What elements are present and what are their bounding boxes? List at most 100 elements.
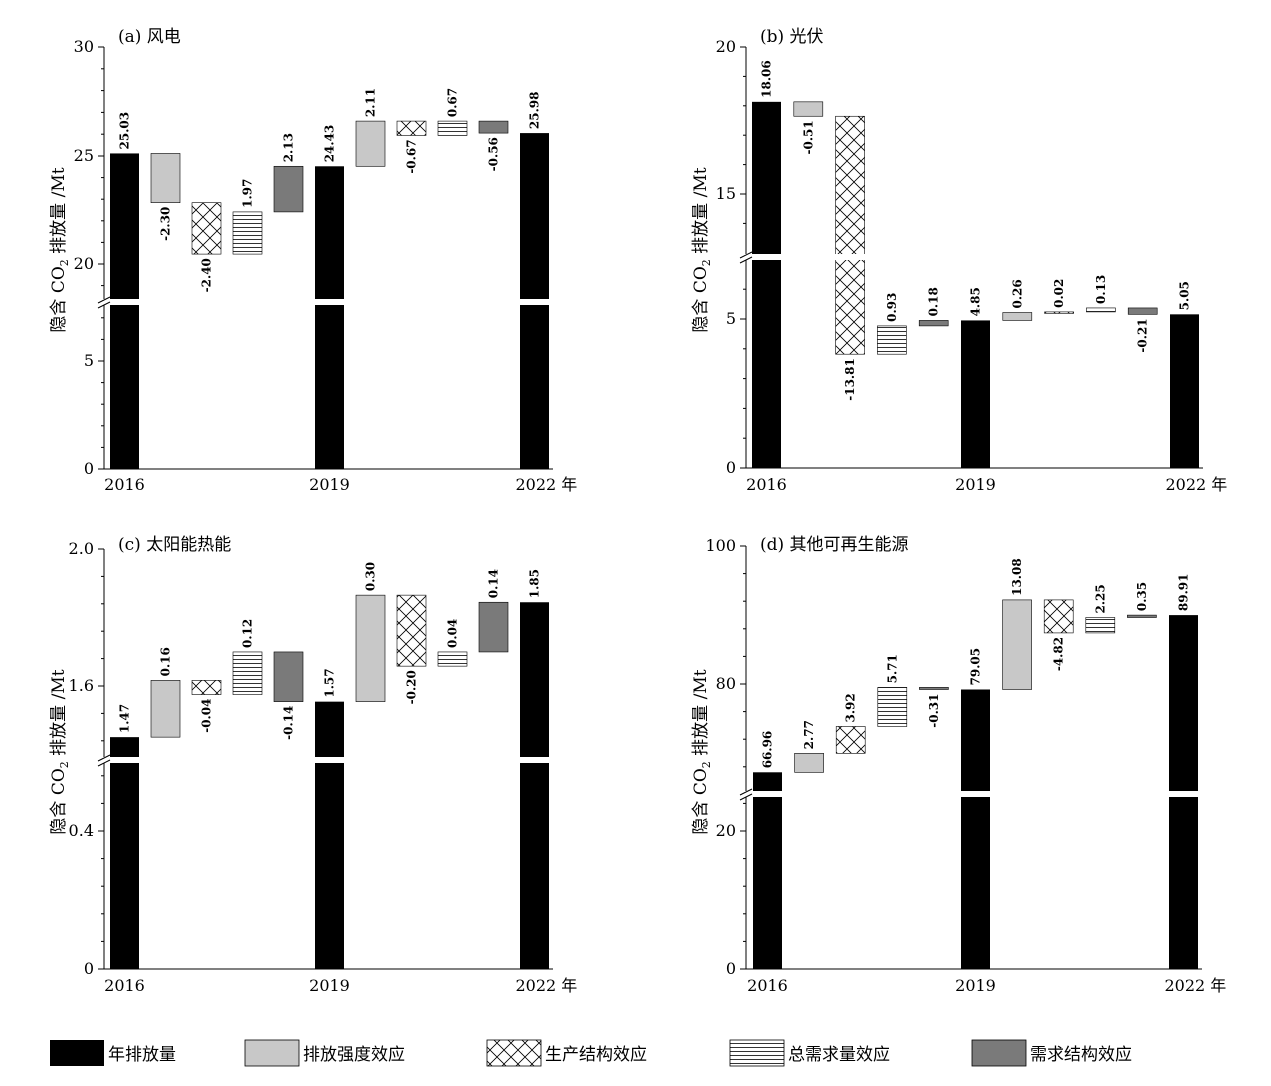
data-label: -0.14 xyxy=(282,706,296,740)
bar-production xyxy=(191,202,222,255)
y-tick-label: 5 xyxy=(84,351,94,370)
bar-intensity xyxy=(1002,599,1032,690)
data-label: -0.20 xyxy=(405,670,419,704)
bar-demand-total xyxy=(1086,307,1116,313)
bar-annual xyxy=(110,153,139,469)
x-tick-label: 2022 年 xyxy=(516,976,578,995)
data-label: 0.12 xyxy=(241,619,255,648)
bar-break-gap xyxy=(315,299,344,305)
bar-break-gap xyxy=(315,757,344,763)
x-tick-label: 2016 xyxy=(104,976,145,995)
data-label: 25.03 xyxy=(118,112,132,150)
panel-title: (d) 其他可再生能源 xyxy=(760,535,909,555)
axis-break-mark xyxy=(97,296,111,304)
legend-item-production: 生产结构效应 xyxy=(486,1039,647,1067)
legend-label: 生产结构效应 xyxy=(545,1045,647,1065)
axis-break-mark xyxy=(97,301,111,309)
bar-demand-total xyxy=(877,687,908,727)
bar-intensity xyxy=(355,594,386,702)
legend-item-intensity: 排放强度效应 xyxy=(244,1039,405,1067)
legend-item-demand-structure: 需求结构效应 xyxy=(971,1039,1132,1067)
panel-b: 0 5 15 20 18.06 -0.51 -13.81 0.93 0.18 4.85 0.26 0.… xyxy=(691,27,1227,494)
bar-intensity xyxy=(793,101,824,117)
axis-break-mark xyxy=(739,251,753,259)
bar-intensity xyxy=(794,753,824,773)
axis-break-mark xyxy=(739,793,753,801)
data-label: 1.97 xyxy=(241,179,255,208)
data-label: -0.67 xyxy=(405,139,419,173)
bar-annual xyxy=(1170,314,1199,468)
bar-break-gap xyxy=(752,254,781,260)
data-label: 1.47 xyxy=(118,704,132,733)
x-tick-label: 2022 年 xyxy=(516,475,578,494)
bars: 66.96 2.77 3.92 5.71 -0.31 79.05 13.08 -4.82 2.2… xyxy=(753,558,1198,969)
bar-break-gap xyxy=(110,757,139,763)
bar-production xyxy=(396,594,427,667)
x-tick-label: 2016 xyxy=(746,475,787,494)
bar-demand-structure xyxy=(273,165,304,213)
panel-d: 0 20 80 100 66.96 2.77 3.92 5.71 -0.31 79.05 13.08… xyxy=(691,535,1226,995)
y-tick-label: 0 xyxy=(726,458,736,477)
legend-swatch xyxy=(971,1039,1027,1067)
y-tick-label: 5 xyxy=(726,309,736,328)
data-label: -0.21 xyxy=(1136,318,1150,352)
bar-annual xyxy=(752,101,781,468)
data-label: 2.77 xyxy=(802,720,816,749)
y-axis-label: 隐含 CO2 排放量 /Mt xyxy=(49,167,71,332)
data-label: 0.26 xyxy=(1010,279,1024,308)
data-label: 1.57 xyxy=(323,668,337,697)
y-axis-label: 隐含 CO2 排放量 /Mt xyxy=(691,669,713,834)
bar-annual xyxy=(961,689,990,969)
bar-demand-structure xyxy=(478,120,509,134)
data-label: -0.31 xyxy=(927,693,941,727)
y-axis-label: 隐含 CO2 排放量 /Mt xyxy=(691,167,713,332)
panel-a: 0 5 20 25 30 25.03 -2.30 -2.40 1.97 2.13 24.43 2.11… xyxy=(49,27,577,494)
data-label: 0.14 xyxy=(487,569,501,598)
x-tick-label: 2016 xyxy=(747,976,788,995)
bar-demand-total xyxy=(437,651,468,667)
panel-c: 0 0.4 1.6 2.0 1.47 0.16 -0.04 0.12 -0.14 1.57 0.30… xyxy=(49,535,577,995)
bar-demand-structure xyxy=(1127,307,1158,315)
data-label: 1.85 xyxy=(528,569,542,598)
data-label: 2.25 xyxy=(1093,584,1107,613)
bar-annual xyxy=(961,320,990,468)
data-label: -0.04 xyxy=(200,699,214,733)
data-label: 0.16 xyxy=(159,647,173,676)
axis-break-mark xyxy=(739,788,753,796)
bar-annual xyxy=(315,166,344,469)
data-label: 2.11 xyxy=(364,88,378,117)
panel-title: (a) 风电 xyxy=(118,27,181,47)
legend-swatch xyxy=(729,1039,785,1067)
axis-break-mark xyxy=(739,256,753,264)
legend-item-annual: 年排放量 xyxy=(50,1040,176,1066)
data-label: 24.43 xyxy=(323,125,337,163)
panel-title: (b) 光伏 xyxy=(760,27,824,47)
y-tick-label: 20 xyxy=(74,254,94,273)
bar-demand-structure xyxy=(478,601,509,653)
x-tick-label: 2019 xyxy=(955,475,996,494)
y-tick-label: 0 xyxy=(84,459,94,478)
x-tick-label: 2022 年 xyxy=(1165,976,1227,995)
x-tick-label: 2016 xyxy=(104,475,145,494)
data-label: 89.91 xyxy=(1177,574,1191,612)
data-label: 13.08 xyxy=(1010,558,1024,596)
data-label: 0.35 xyxy=(1135,582,1149,611)
bar-demand-total xyxy=(1085,617,1116,634)
axis-break-mark xyxy=(97,759,111,767)
bar-intensity xyxy=(150,153,181,203)
y-tick-label: 0.4 xyxy=(69,821,94,840)
y-tick-label: 20 xyxy=(716,37,736,56)
bar-production xyxy=(835,726,866,754)
x-tick-label: 2019 xyxy=(309,475,350,494)
bar-break-gap xyxy=(520,757,549,763)
data-label: -0.51 xyxy=(801,120,815,154)
bar-annual xyxy=(520,602,549,969)
data-label: 0.13 xyxy=(1094,275,1108,304)
data-label: 5.71 xyxy=(885,654,899,683)
data-label: -2.30 xyxy=(159,207,173,241)
data-label: 66.96 xyxy=(761,731,775,769)
y-tick-label: 80 xyxy=(716,674,736,693)
y-tick-label: 1.6 xyxy=(69,676,94,695)
x-tick-label: 2022 年 xyxy=(1166,475,1228,494)
bars: 18.06 -0.51 -13.81 0.93 0.18 4.85 0.26 0.02 0.13… xyxy=(752,60,1199,468)
